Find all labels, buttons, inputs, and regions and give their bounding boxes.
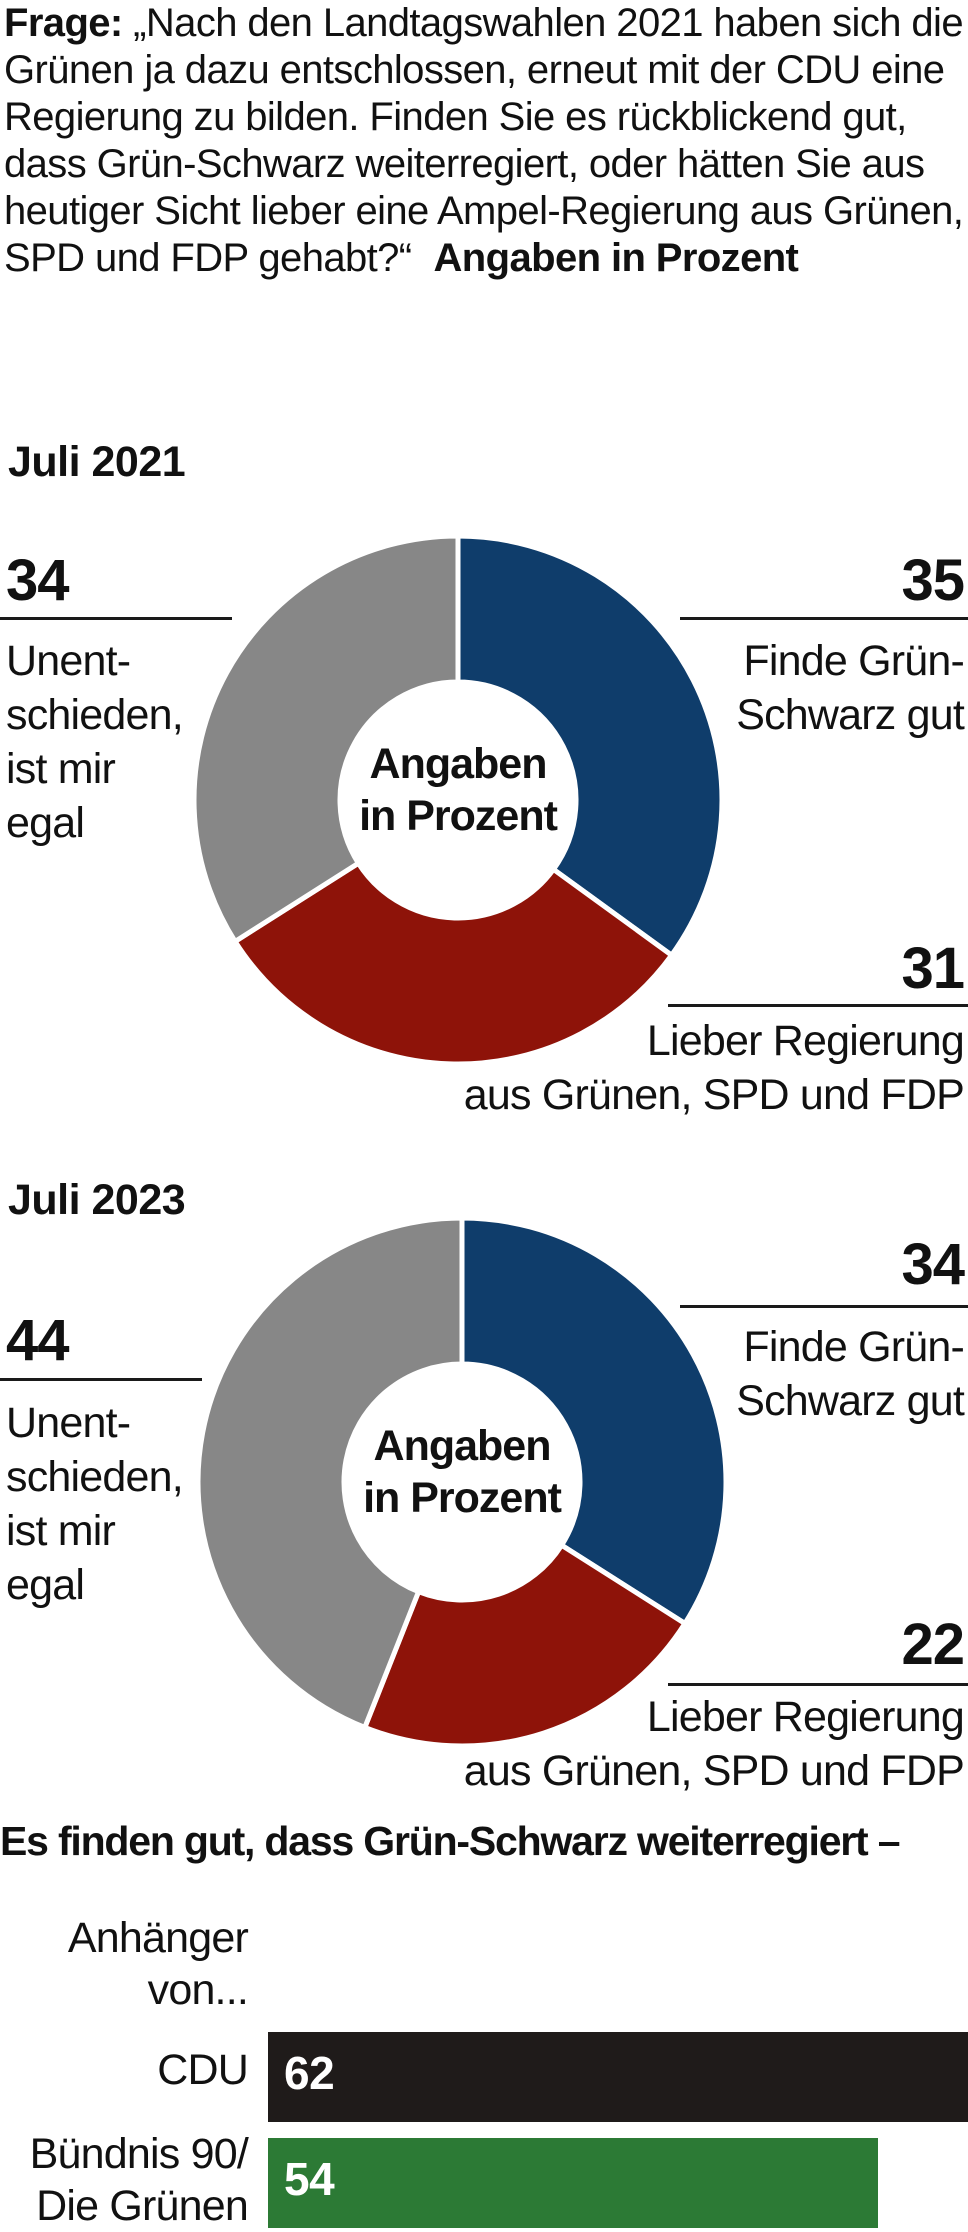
chart-2023-label-unentschieden: Unent- schieden, ist mir egal — [6, 1396, 216, 1612]
chart-2023-slice-ampel — [361, 1541, 689, 1749]
chart-2023-value-unentschieden: 44 — [6, 1308, 70, 1373]
chart-2021-label-unentschieden-line1: Unent- — [6, 637, 131, 685]
chart-2023-value-ampel: 22 — [901, 1612, 965, 1677]
chart-2023-donut — [195, 1215, 729, 1749]
question-label: Frage: — [4, 1, 123, 45]
chart-2021-value-gruen-schwarz: 35 — [901, 548, 965, 613]
chart-2023-label-unentschieden-line3: ist mir — [6, 1507, 116, 1555]
chart-2023-rule-unentschieden — [0, 1378, 202, 1381]
bar-axis-label-line2: von... — [147, 1966, 249, 2014]
chart-2021-label-gruen-schwarz: Finde Grün- Schwarz gut — [664, 634, 965, 742]
bar-label-gruene-line1: Bündnis 90/ — [29, 2130, 249, 2178]
chart-2023-label-gruen-schwarz-line1: Finde Grün- — [743, 1323, 964, 1371]
chart-2023-center-label: Angaben in Prozent — [322, 1420, 602, 1524]
question-unit: Angaben in Prozent — [433, 236, 799, 280]
chart-2021-slice-unentschieden — [191, 533, 461, 945]
bar-gruene: 54 — [268, 2138, 878, 2228]
chart-2023-center-line1: Angaben — [373, 1422, 552, 1470]
chart-2021-rule-gruen-schwarz — [680, 617, 968, 620]
chart-2021-rule-unentschieden — [0, 617, 232, 620]
bar-label-cdu: CDU — [157, 2046, 249, 2094]
chart-2023-label-unentschieden-line2: schieden, — [6, 1453, 184, 1501]
chart-2023-label-unentschieden-line4: egal — [6, 1561, 85, 1609]
chart-2021-label-gruen-schwarz-line1: Finde Grün- — [743, 637, 964, 685]
chart-2023-rule-gruen-schwarz — [680, 1305, 968, 1308]
chart-2021-label-unentschieden: Unent- schieden, ist mir egal — [6, 634, 226, 850]
chart-2023-slice-gruen-schwarz — [459, 1215, 729, 1627]
chart-2021-center-line1: Angaben — [369, 740, 548, 788]
chart-2021-label-gruen-schwarz-line2: Schwarz gut — [736, 691, 965, 739]
chart-2023-label-gruen-schwarz-line2: Schwarz gut — [736, 1377, 965, 1425]
chart-2021-center-label: Angaben in Prozent — [318, 738, 598, 842]
question-text: Frage: „Nach den Landtagswahlen 2021 hab… — [4, 0, 964, 282]
chart-2021-value-unentschieden: 34 — [6, 548, 70, 613]
chart-2023-title: Juli 2023 — [8, 1176, 186, 1224]
bar-chart-title: Es finden gut, dass Grün-Schwarz weiterr… — [0, 1818, 900, 1864]
bar-value-gruene: 54 — [284, 2153, 335, 2205]
chart-2021-title: Juli 2021 — [8, 438, 186, 486]
chart-2021-label-ampel: Lieber Regierung aus Grünen, SPD und FDP — [364, 1014, 965, 1122]
chart-2023-rule-ampel — [668, 1683, 968, 1686]
chart-2021-label-unentschieden-line4: egal — [6, 799, 85, 847]
bar-cdu: 62 — [268, 2032, 968, 2122]
chart-2023-value-gruen-schwarz: 34 — [901, 1232, 965, 1297]
chart-2023-label-unentschieden-line1: Unent- — [6, 1399, 131, 1447]
chart-2023-slice-unentschieden — [195, 1215, 465, 1731]
chart-2021-value-ampel: 31 — [901, 936, 965, 1001]
question-body: „Nach den Landtagswahlen 2021 haben sich… — [4, 1, 964, 280]
chart-2021-center-line2: in Prozent — [359, 792, 558, 840]
chart-2021-label-ampel-line1: Lieber Regierung — [646, 1017, 965, 1065]
chart-2023-label-ampel: Lieber Regierung aus Grünen, SPD und FDP — [364, 1690, 965, 1798]
chart-2021-label-unentschieden-line3: ist mir — [6, 745, 116, 793]
chart-2021-rule-ampel — [668, 1004, 968, 1007]
chart-2023-center-line2: in Prozent — [363, 1474, 562, 1522]
chart-2023-label-gruen-schwarz: Finde Grün- Schwarz gut — [664, 1320, 965, 1428]
chart-2021-donut — [191, 533, 725, 1067]
chart-2021-label-unentschieden-line2: schieden, — [6, 691, 184, 739]
chart-2023-label-ampel-line1: Lieber Regierung — [646, 1693, 965, 1741]
chart-2021-slice-gruen-schwarz — [455, 533, 725, 959]
bar-label-gruene-line2: Die Grünen — [36, 2182, 249, 2230]
bar-axis-label: Anhänger von... — [67, 1912, 249, 2016]
bar-value-cdu: 62 — [284, 2047, 335, 2099]
bar-label-gruene: Bündnis 90/ Die Grünen — [29, 2128, 249, 2232]
bar-axis-label-line1: Anhänger — [67, 1914, 249, 1962]
chart-2021-label-ampel-line2: aus Grünen, SPD und FDP — [463, 1071, 965, 1119]
chart-2023-label-ampel-line2: aus Grünen, SPD und FDP — [463, 1747, 965, 1795]
chart-2021-slice-ampel — [231, 859, 676, 1067]
